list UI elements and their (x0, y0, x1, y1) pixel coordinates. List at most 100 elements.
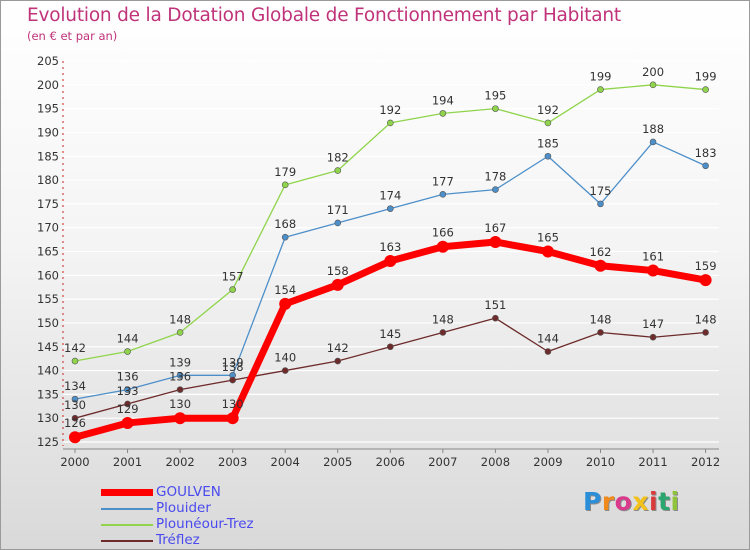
data-label-plouider: 136 (117, 370, 139, 384)
legend-swatch-plouneour-trez (101, 524, 153, 526)
point-goulven (594, 259, 607, 272)
data-label-plouider: 134 (64, 379, 86, 393)
point-plouider (597, 200, 604, 208)
x-tick-label: 2003 (218, 455, 247, 469)
point-ploun-our-trez (176, 329, 184, 336)
legend-item-goulven[interactable]: GOULVEN (101, 484, 361, 501)
data-label-ploun-our-trez: 199 (695, 70, 717, 84)
data-label-tr-flez: 142 (327, 341, 349, 355)
y-tick-label: 140 (37, 364, 59, 378)
data-label-goulven: 158 (327, 264, 349, 278)
point-plouider (649, 138, 657, 146)
point-tr-flez (439, 329, 447, 336)
y-tick-label: 205 (37, 54, 59, 68)
proxiti-letter: i (670, 487, 680, 516)
data-label-goulven: 166 (432, 226, 454, 240)
point-goulven (226, 412, 239, 425)
point-ploun-our-trez (492, 105, 499, 112)
data-label-ploun-our-trez: 192 (379, 103, 401, 117)
point-plouider (71, 395, 79, 403)
y-tick-label: 155 (37, 292, 59, 306)
point-tr-flez (544, 348, 552, 355)
data-label-plouider: 188 (642, 122, 664, 136)
point-ploun-our-trez (439, 110, 447, 117)
legend: GOULVEN Plouider Plounéour-Trez Tréflez (101, 484, 361, 549)
data-label-ploun-our-trez: 182 (327, 151, 349, 165)
proxiti-letter: r (601, 487, 615, 516)
legend-swatch-goulven (101, 489, 153, 496)
point-tr-flez (492, 314, 499, 322)
point-plouider (544, 152, 552, 160)
data-label-plouider: 139 (222, 355, 244, 369)
data-label-tr-flez: 136 (169, 370, 191, 384)
point-tr-flez (386, 343, 394, 351)
point-ploun-our-trez (229, 286, 236, 293)
point-plouider (386, 205, 394, 212)
point-ploun-our-trez (281, 181, 289, 189)
data-label-ploun-our-trez: 195 (484, 89, 506, 103)
y-tick-label: 130 (37, 411, 59, 425)
point-plouider (439, 191, 447, 198)
x-tick-label: 2005 (323, 455, 352, 469)
point-goulven (279, 297, 292, 310)
point-tr-flez (334, 357, 342, 365)
point-tr-flez (649, 333, 657, 341)
point-tr-flez (124, 400, 131, 408)
y-tick-label: 185 (37, 149, 59, 163)
point-ploun-our-trez (597, 86, 604, 93)
data-label-plouider: 139 (169, 355, 191, 369)
data-label-tr-flez: 148 (432, 312, 454, 326)
point-plouider (124, 386, 131, 393)
legend-item-plouneour-trez[interactable]: Plounéour-Trez (101, 516, 361, 533)
point-tr-flez (229, 376, 236, 384)
point-tr-flez (281, 367, 289, 374)
point-goulven (331, 278, 344, 291)
point-goulven (174, 412, 187, 425)
data-label-goulven: 163 (379, 240, 401, 254)
point-goulven (436, 240, 449, 253)
legend-item-plouider[interactable]: Plouider (101, 500, 361, 517)
x-tick-label: 2000 (60, 455, 89, 469)
legend-swatch-plouider (101, 508, 153, 510)
y-tick-label: 125 (37, 435, 59, 449)
proxiti-letter: t (658, 487, 671, 516)
chart-subtitle: (en € et par an) (27, 29, 118, 43)
proxiti-letter: x (632, 487, 649, 516)
data-label-goulven: 130 (169, 397, 191, 411)
legend-label-plouneour-trez: Plounéour-Trez (156, 516, 254, 532)
x-tick-label: 2002 (165, 455, 194, 469)
y-tick-label: 160 (37, 268, 59, 282)
chart-title: Evolution de la Dotation Globale de Fonc… (27, 5, 621, 26)
data-label-ploun-our-trez: 194 (432, 93, 454, 107)
data-label-ploun-our-trez: 200 (642, 65, 664, 79)
data-label-tr-flez: 130 (64, 398, 86, 412)
y-tick-label: 200 (37, 78, 59, 92)
point-goulven (69, 431, 81, 444)
data-label-ploun-our-trez: 157 (222, 270, 244, 284)
proxiti-letter: o (614, 487, 633, 516)
data-label-ploun-our-trez: 144 (117, 332, 139, 346)
legend-item-treflez[interactable]: Tréflez (101, 532, 361, 549)
data-label-tr-flez: 140 (274, 351, 296, 365)
data-label-tr-flez: 144 (537, 332, 559, 346)
data-label-tr-flez: 151 (484, 298, 506, 312)
data-label-plouider: 175 (590, 184, 612, 198)
point-goulven (699, 274, 712, 287)
data-label-goulven: 161 (642, 250, 664, 264)
point-goulven (384, 255, 397, 268)
y-tick-label: 145 (37, 340, 59, 354)
data-label-ploun-our-trez: 179 (274, 165, 296, 179)
data-label-tr-flez: 148 (590, 312, 612, 326)
data-label-plouider: 178 (484, 170, 506, 184)
point-ploun-our-trez (124, 348, 131, 355)
data-label-tr-flez: 145 (379, 327, 401, 341)
data-label-goulven: 129 (117, 402, 139, 416)
x-tick-label: 2007 (428, 455, 457, 469)
data-label-goulven: 126 (64, 416, 86, 430)
data-label-tr-flez: 133 (117, 384, 139, 398)
data-label-ploun-our-trez: 142 (64, 341, 86, 355)
point-goulven (489, 235, 502, 248)
data-label-plouider: 183 (695, 146, 717, 160)
x-tick-label: 2012 (691, 455, 720, 469)
